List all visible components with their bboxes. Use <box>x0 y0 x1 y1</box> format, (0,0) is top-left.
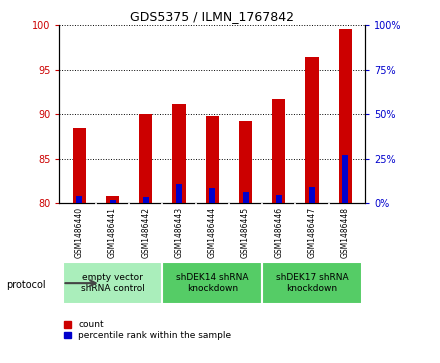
Text: GSM1486448: GSM1486448 <box>341 207 350 258</box>
Text: GSM1486444: GSM1486444 <box>208 207 217 258</box>
Title: GDS5375 / ILMN_1767842: GDS5375 / ILMN_1767842 <box>130 10 294 23</box>
Bar <box>309 187 315 203</box>
Bar <box>205 116 219 203</box>
Text: GSM1486440: GSM1486440 <box>75 207 84 258</box>
Text: protocol: protocol <box>7 280 46 290</box>
Text: GSM1486443: GSM1486443 <box>175 207 183 258</box>
Text: empty vector
shRNA control: empty vector shRNA control <box>81 273 144 293</box>
Bar <box>63 262 162 304</box>
Text: GSM1486447: GSM1486447 <box>308 207 316 258</box>
Text: GSM1486442: GSM1486442 <box>141 207 150 258</box>
Text: shDEK14 shRNA
knockdown: shDEK14 shRNA knockdown <box>176 273 249 293</box>
Bar <box>106 196 119 203</box>
Bar <box>305 57 319 203</box>
Bar <box>162 262 262 304</box>
Bar <box>276 195 282 203</box>
Bar <box>262 262 362 304</box>
Bar <box>73 128 86 203</box>
Text: GSM1486441: GSM1486441 <box>108 207 117 258</box>
Text: GSM1486446: GSM1486446 <box>274 207 283 258</box>
Bar <box>172 104 186 203</box>
Bar <box>77 196 82 203</box>
Bar <box>272 99 286 203</box>
Legend: count, percentile rank within the sample: count, percentile rank within the sample <box>64 320 231 340</box>
Bar <box>143 197 149 203</box>
Bar <box>239 122 252 203</box>
Bar <box>176 184 182 203</box>
Bar <box>110 200 116 203</box>
Bar <box>339 29 352 203</box>
Bar <box>242 192 249 203</box>
Bar <box>139 114 153 203</box>
Text: shDEK17 shRNA
knockdown: shDEK17 shRNA knockdown <box>276 273 348 293</box>
Bar <box>342 155 348 203</box>
Bar <box>209 188 215 203</box>
Text: GSM1486445: GSM1486445 <box>241 207 250 258</box>
